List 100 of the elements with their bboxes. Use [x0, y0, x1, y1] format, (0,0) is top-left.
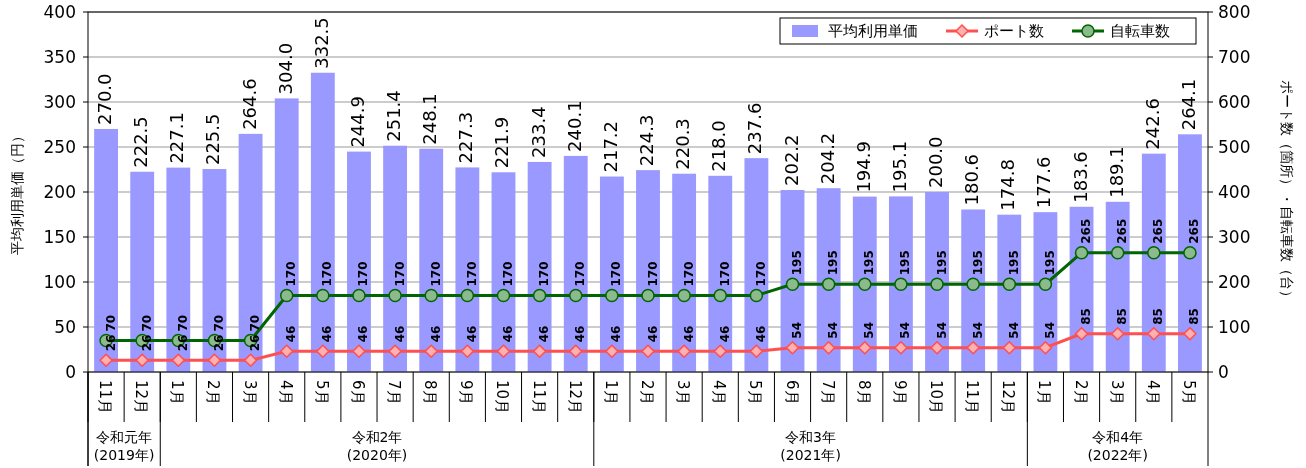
data-label: 180.6	[961, 153, 983, 206]
point	[460, 288, 475, 303]
data-label: 244.9	[346, 96, 368, 148]
y2-tick-label: 0	[1218, 362, 1229, 382]
point	[785, 340, 800, 355]
data-label: 237.6	[744, 102, 766, 155]
data-label: 195	[1006, 250, 1021, 276]
bar	[202, 169, 227, 372]
point	[1002, 340, 1017, 355]
data-label: 170	[464, 261, 479, 287]
data-label: 195.1	[888, 140, 910, 193]
data-label: 265	[1151, 218, 1166, 244]
data-label: 46	[681, 325, 696, 343]
x-tick-label: 3月	[674, 380, 693, 405]
point	[1110, 327, 1125, 341]
data-label: 70	[248, 314, 263, 332]
x-tick-label: 12月	[132, 380, 151, 415]
bar	[563, 155, 588, 372]
data-label: 170	[681, 261, 696, 287]
data-label: 195	[1042, 250, 1057, 276]
x-tick-label: 6月	[782, 380, 801, 405]
data-label: 265	[1187, 218, 1202, 244]
data-label: 54	[1006, 322, 1021, 339]
x-tick-label: 2月	[638, 380, 656, 405]
point	[605, 344, 619, 359]
legend-label: 平均利用単価	[828, 22, 918, 40]
point	[1183, 246, 1197, 260]
x-tick-label: 4月	[1143, 380, 1162, 405]
data-label: 85	[1187, 308, 1202, 325]
data-label: 170	[428, 261, 443, 287]
data-label: 195	[862, 250, 877, 276]
data-label: 54	[790, 322, 805, 339]
point	[713, 288, 728, 303]
data-label: 195	[790, 250, 805, 276]
point	[641, 288, 655, 303]
data-label: 70	[211, 314, 226, 332]
point	[424, 288, 438, 303]
point	[930, 340, 944, 355]
data-label: 220.3	[672, 118, 694, 170]
text: 令和元年 (2019年)	[93, 429, 155, 463]
y2-axis-title: ポート数（箇所）・自転車数（台）	[1279, 80, 1295, 304]
x-tick-label: 11月	[963, 380, 982, 415]
data-label: 221.9	[491, 116, 513, 169]
point	[930, 277, 944, 291]
point	[388, 344, 402, 359]
data-label: 85	[1115, 308, 1130, 325]
text: 令和2年 (2020年)	[346, 429, 408, 463]
data-label: 264.1	[1177, 78, 1199, 131]
data-label: 189.1	[1105, 146, 1127, 198]
y-tick-label: 200	[43, 182, 76, 202]
bar	[1105, 201, 1130, 372]
bar	[852, 196, 877, 372]
data-label: 200.0	[925, 136, 947, 188]
y2-tick-label: 100	[1218, 317, 1251, 337]
data-label: 227.3	[455, 111, 477, 164]
x-tick-label: 5月	[1179, 380, 1198, 405]
x-tick-label: 4月	[710, 380, 729, 405]
data-label: 195	[898, 250, 913, 276]
point	[713, 344, 728, 359]
data-label: 251.4	[383, 90, 405, 142]
data-label: 195	[934, 250, 949, 276]
data-label: 26	[211, 334, 226, 352]
y2-tick-label: 600	[1218, 92, 1251, 112]
data-label: 264.6	[238, 78, 260, 130]
point	[568, 344, 583, 359]
point	[858, 277, 872, 291]
bar	[130, 171, 155, 372]
bar	[347, 151, 371, 372]
point	[749, 288, 764, 303]
x-tick-label: 7月	[385, 380, 404, 405]
point	[1074, 327, 1089, 341]
legend-label: ポート数	[984, 22, 1044, 40]
data-label: 332.5	[310, 17, 332, 69]
data-label: 26	[248, 334, 263, 352]
data-label: 46	[717, 325, 732, 343]
data-label: 270.0	[94, 73, 116, 125]
y-tick-label: 100	[43, 272, 76, 292]
x-tick-label: 9月	[457, 380, 476, 405]
data-label: 26	[139, 334, 154, 352]
point	[821, 340, 836, 355]
x-tick-label: 4月	[276, 380, 295, 405]
point	[641, 344, 655, 359]
x-tick-label: 11月	[96, 380, 115, 415]
point	[1038, 277, 1053, 291]
data-label: 242.6	[1141, 98, 1163, 150]
point	[1002, 277, 1017, 291]
y-tick-label: 150	[43, 227, 76, 247]
data-label: 54	[934, 322, 949, 339]
point	[821, 277, 836, 291]
x-tick-label: 12月	[999, 380, 1018, 415]
bar	[1178, 134, 1202, 372]
data-label: 70	[139, 314, 154, 332]
point	[496, 288, 511, 303]
bar	[961, 209, 986, 372]
data-label: 265	[1115, 218, 1130, 244]
bar	[744, 158, 769, 372]
x-tick-label: 1月	[1035, 380, 1054, 405]
y-tick-label: 0	[65, 362, 76, 382]
data-label: 227.1	[166, 112, 188, 164]
bar	[708, 175, 733, 372]
